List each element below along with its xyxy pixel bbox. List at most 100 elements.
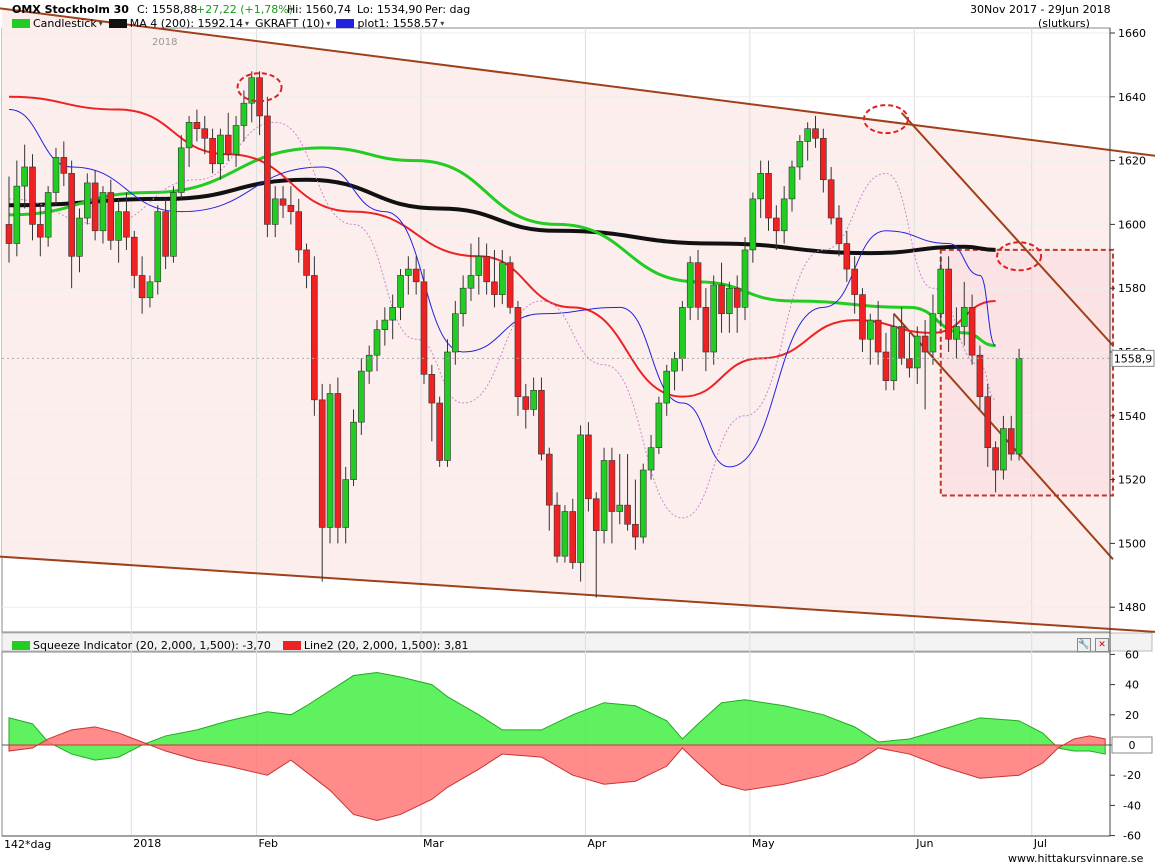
candle-body bbox=[154, 211, 162, 283]
legend-plot1[interactable]: plot1: 1558.57 bbox=[357, 17, 439, 30]
candle-body bbox=[538, 389, 545, 455]
last-price-label: 1558,9 bbox=[1114, 352, 1153, 365]
candle-body bbox=[624, 504, 631, 525]
candle-body bbox=[405, 268, 412, 276]
candle-body bbox=[248, 77, 256, 104]
price-tick-label: 1640 bbox=[1118, 91, 1146, 104]
price-tick-label: 1480 bbox=[1118, 601, 1146, 614]
candle-body bbox=[498, 262, 506, 295]
highlight-ellipse bbox=[862, 104, 909, 135]
close-icon[interactable]: ✕ bbox=[1095, 638, 1109, 652]
candle-body bbox=[608, 460, 616, 512]
candle-body bbox=[193, 122, 201, 129]
candle-body bbox=[710, 284, 718, 353]
site-watermark: www.hittakursvinnare.se bbox=[1008, 852, 1144, 865]
candle-body bbox=[679, 307, 686, 359]
candle-body bbox=[561, 511, 569, 557]
price-tick-label: 1600 bbox=[1118, 218, 1146, 231]
chevron-down-icon[interactable]: ▾ bbox=[326, 19, 331, 28]
candle-body bbox=[271, 198, 279, 225]
candle-body bbox=[326, 393, 334, 528]
month-label: 2018 bbox=[133, 837, 161, 850]
legend-line2[interactable]: Line2 (20, 2,000, 1,500): 3,81 bbox=[303, 639, 469, 652]
candle-body bbox=[600, 460, 608, 531]
candle-body bbox=[138, 275, 146, 299]
candle-body bbox=[342, 479, 349, 528]
legend-ma200[interactable]: MA 4 (200): 1592.14 bbox=[129, 17, 244, 30]
month-label: Feb bbox=[259, 837, 278, 850]
candle-body bbox=[522, 396, 530, 410]
candle-body bbox=[874, 319, 882, 353]
candle-body bbox=[177, 147, 185, 193]
osc-tick-label: -20 bbox=[1123, 769, 1141, 782]
candle-body bbox=[953, 326, 960, 340]
candle-body bbox=[726, 287, 733, 315]
candle-body bbox=[475, 255, 483, 276]
candle-body bbox=[483, 255, 490, 283]
chevron-down-icon[interactable]: ▾ bbox=[98, 19, 103, 28]
low-value: Lo: 1534,90 bbox=[357, 3, 423, 16]
candle-body bbox=[514, 307, 522, 397]
candle-body bbox=[5, 224, 13, 244]
candle-body bbox=[960, 307, 968, 327]
candle-body bbox=[647, 447, 655, 471]
candle-body bbox=[217, 134, 224, 165]
high-value: Hi: 1560,74 bbox=[287, 3, 352, 16]
candle-body bbox=[663, 370, 671, 404]
candle-body bbox=[639, 469, 647, 538]
month-label: Jun bbox=[915, 837, 933, 850]
osc-tick-label: -60 bbox=[1123, 830, 1141, 843]
candle-body bbox=[553, 504, 561, 557]
legend-top: Candlestick ▾ MA 4 (200): 1592.14 ▾ GKRAFT… bbox=[12, 17, 450, 30]
plot1-swatch bbox=[336, 19, 355, 28]
candlestick-swatch bbox=[12, 19, 30, 28]
candle-body bbox=[76, 217, 83, 257]
price-type: (slutkurs) bbox=[1038, 17, 1090, 30]
candle-body bbox=[232, 125, 240, 155]
candle-body bbox=[655, 402, 663, 449]
candle-body bbox=[436, 402, 443, 461]
wrench-icon[interactable]: 🔧 bbox=[1077, 638, 1091, 652]
candle-body bbox=[718, 284, 725, 315]
candle-body bbox=[412, 268, 420, 283]
candle-body bbox=[890, 326, 898, 382]
candle-body bbox=[569, 511, 577, 563]
candle-body bbox=[37, 224, 44, 238]
legend-squeeze[interactable]: Squeeze Indicator (20, 2,000, 1,500): -3… bbox=[33, 639, 271, 652]
candle-body bbox=[99, 192, 107, 232]
candle-body bbox=[91, 182, 99, 232]
trend-line bbox=[0, 555, 1155, 633]
candle-body bbox=[256, 77, 263, 117]
candle-body bbox=[506, 262, 514, 308]
candle-body bbox=[287, 204, 295, 212]
candle-body bbox=[866, 319, 874, 340]
candle-body bbox=[107, 192, 115, 241]
candle-body bbox=[21, 166, 28, 187]
legend-bottom: Squeeze Indicator (20, 2,000, 1,500): -3… bbox=[12, 639, 469, 652]
candle-body bbox=[898, 326, 905, 359]
candle-body bbox=[1000, 428, 1007, 471]
candle-body bbox=[984, 396, 992, 449]
candle-body bbox=[397, 275, 404, 308]
candle-body bbox=[303, 249, 310, 276]
line2-swatch bbox=[282, 641, 301, 650]
candle-body bbox=[616, 504, 624, 512]
candle-body bbox=[84, 182, 91, 219]
line2-area bbox=[8, 726, 1106, 822]
candle-body bbox=[29, 166, 36, 225]
price-tick-label: 1620 bbox=[1118, 155, 1146, 168]
candle-body bbox=[68, 173, 75, 257]
candle-body bbox=[757, 173, 764, 200]
chevron-down-icon[interactable]: ▾ bbox=[440, 19, 445, 28]
candle-body bbox=[859, 294, 866, 340]
legend-gkraft[interactable]: GKRAFT (10) bbox=[255, 17, 325, 30]
moving-average-line bbox=[8, 177, 996, 256]
candle-body bbox=[420, 281, 428, 375]
candle-body bbox=[381, 319, 389, 330]
candle-body bbox=[459, 287, 467, 315]
candle-body bbox=[311, 275, 318, 401]
squeeze-swatch bbox=[12, 641, 30, 650]
chevron-down-icon[interactable]: ▾ bbox=[245, 19, 250, 28]
legend-candlestick[interactable]: Candlestick bbox=[33, 17, 97, 30]
candle-body bbox=[773, 217, 780, 232]
